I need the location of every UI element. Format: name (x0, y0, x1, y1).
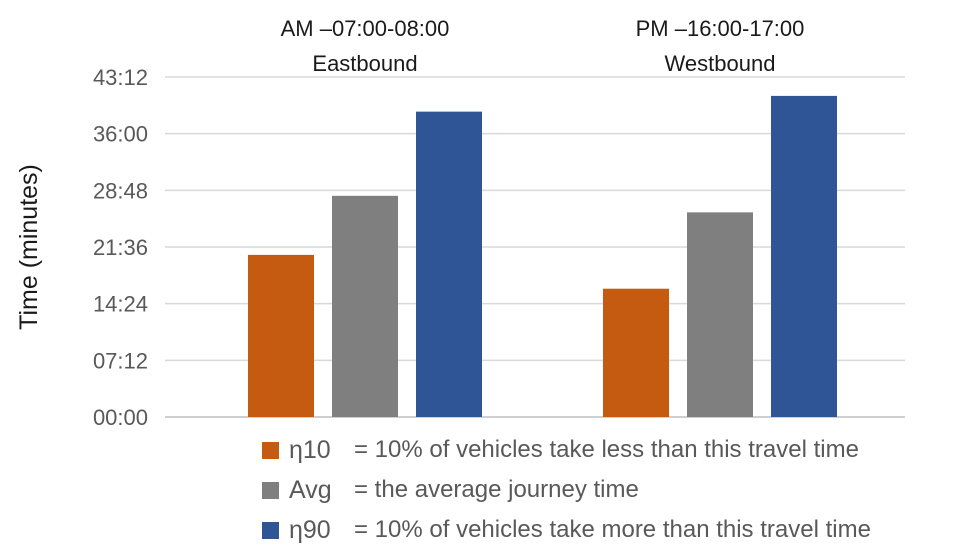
bar-eta90 (416, 111, 482, 417)
legend-swatch-eta90 (262, 521, 279, 539)
category-label-line2: Eastbound (312, 51, 417, 76)
legend-swatch-avg (262, 481, 279, 499)
legend-desc-avg: = the average journey time (354, 476, 639, 503)
y-tick-label: 36:00 (93, 122, 148, 147)
legend-key-eta90: η90 (289, 515, 331, 544)
y-tick-label: 28:48 (93, 178, 148, 203)
legend-item-eta10: η10 = 10% of vehicles take less than thi… (262, 430, 871, 470)
y-axis-ticks: 00:00 07:12 14:24 21:36 28:48 36:00 43:12 (93, 65, 148, 430)
legend-swatch-eta10 (262, 441, 279, 459)
legend-key-avg: Avg (289, 475, 332, 504)
category-label-line1: PM –16:00-17:00 (636, 16, 805, 41)
y-tick-label: 14:24 (93, 292, 148, 317)
bars (248, 95, 837, 417)
y-tick-label: 43:12 (93, 65, 148, 90)
y-axis-label: Time (minutes) (15, 164, 43, 330)
legend-item-eta90: η90 = 10% of vehicles take more than thi… (262, 510, 871, 550)
y-tick-label: 00:00 (93, 405, 148, 430)
legend-desc-eta90: = 10% of vehicles take more than this tr… (354, 516, 871, 543)
legend-item-avg: Avg = the average journey time (262, 470, 871, 510)
bar-eta10 (603, 288, 669, 417)
y-tick-label: 21:36 (93, 235, 148, 260)
category-label-line2: Westbound (665, 51, 776, 76)
bar-avg (687, 212, 753, 417)
legend-desc-eta10: = 10% of vehicles take less than this tr… (354, 436, 859, 463)
category-label-line1: AM –07:00-08:00 (281, 16, 450, 41)
bar-avg (332, 195, 398, 417)
legend-key-eta10: η10 (289, 435, 331, 464)
bar-eta90 (771, 95, 837, 417)
y-tick-label: 07:12 (93, 348, 148, 373)
category-labels: AM –07:00-08:00 Eastbound PM –16:00-17:00 W… (281, 16, 805, 76)
legend: η10 = 10% of vehicles take less than thi… (262, 430, 871, 550)
bar-eta10 (248, 254, 314, 417)
